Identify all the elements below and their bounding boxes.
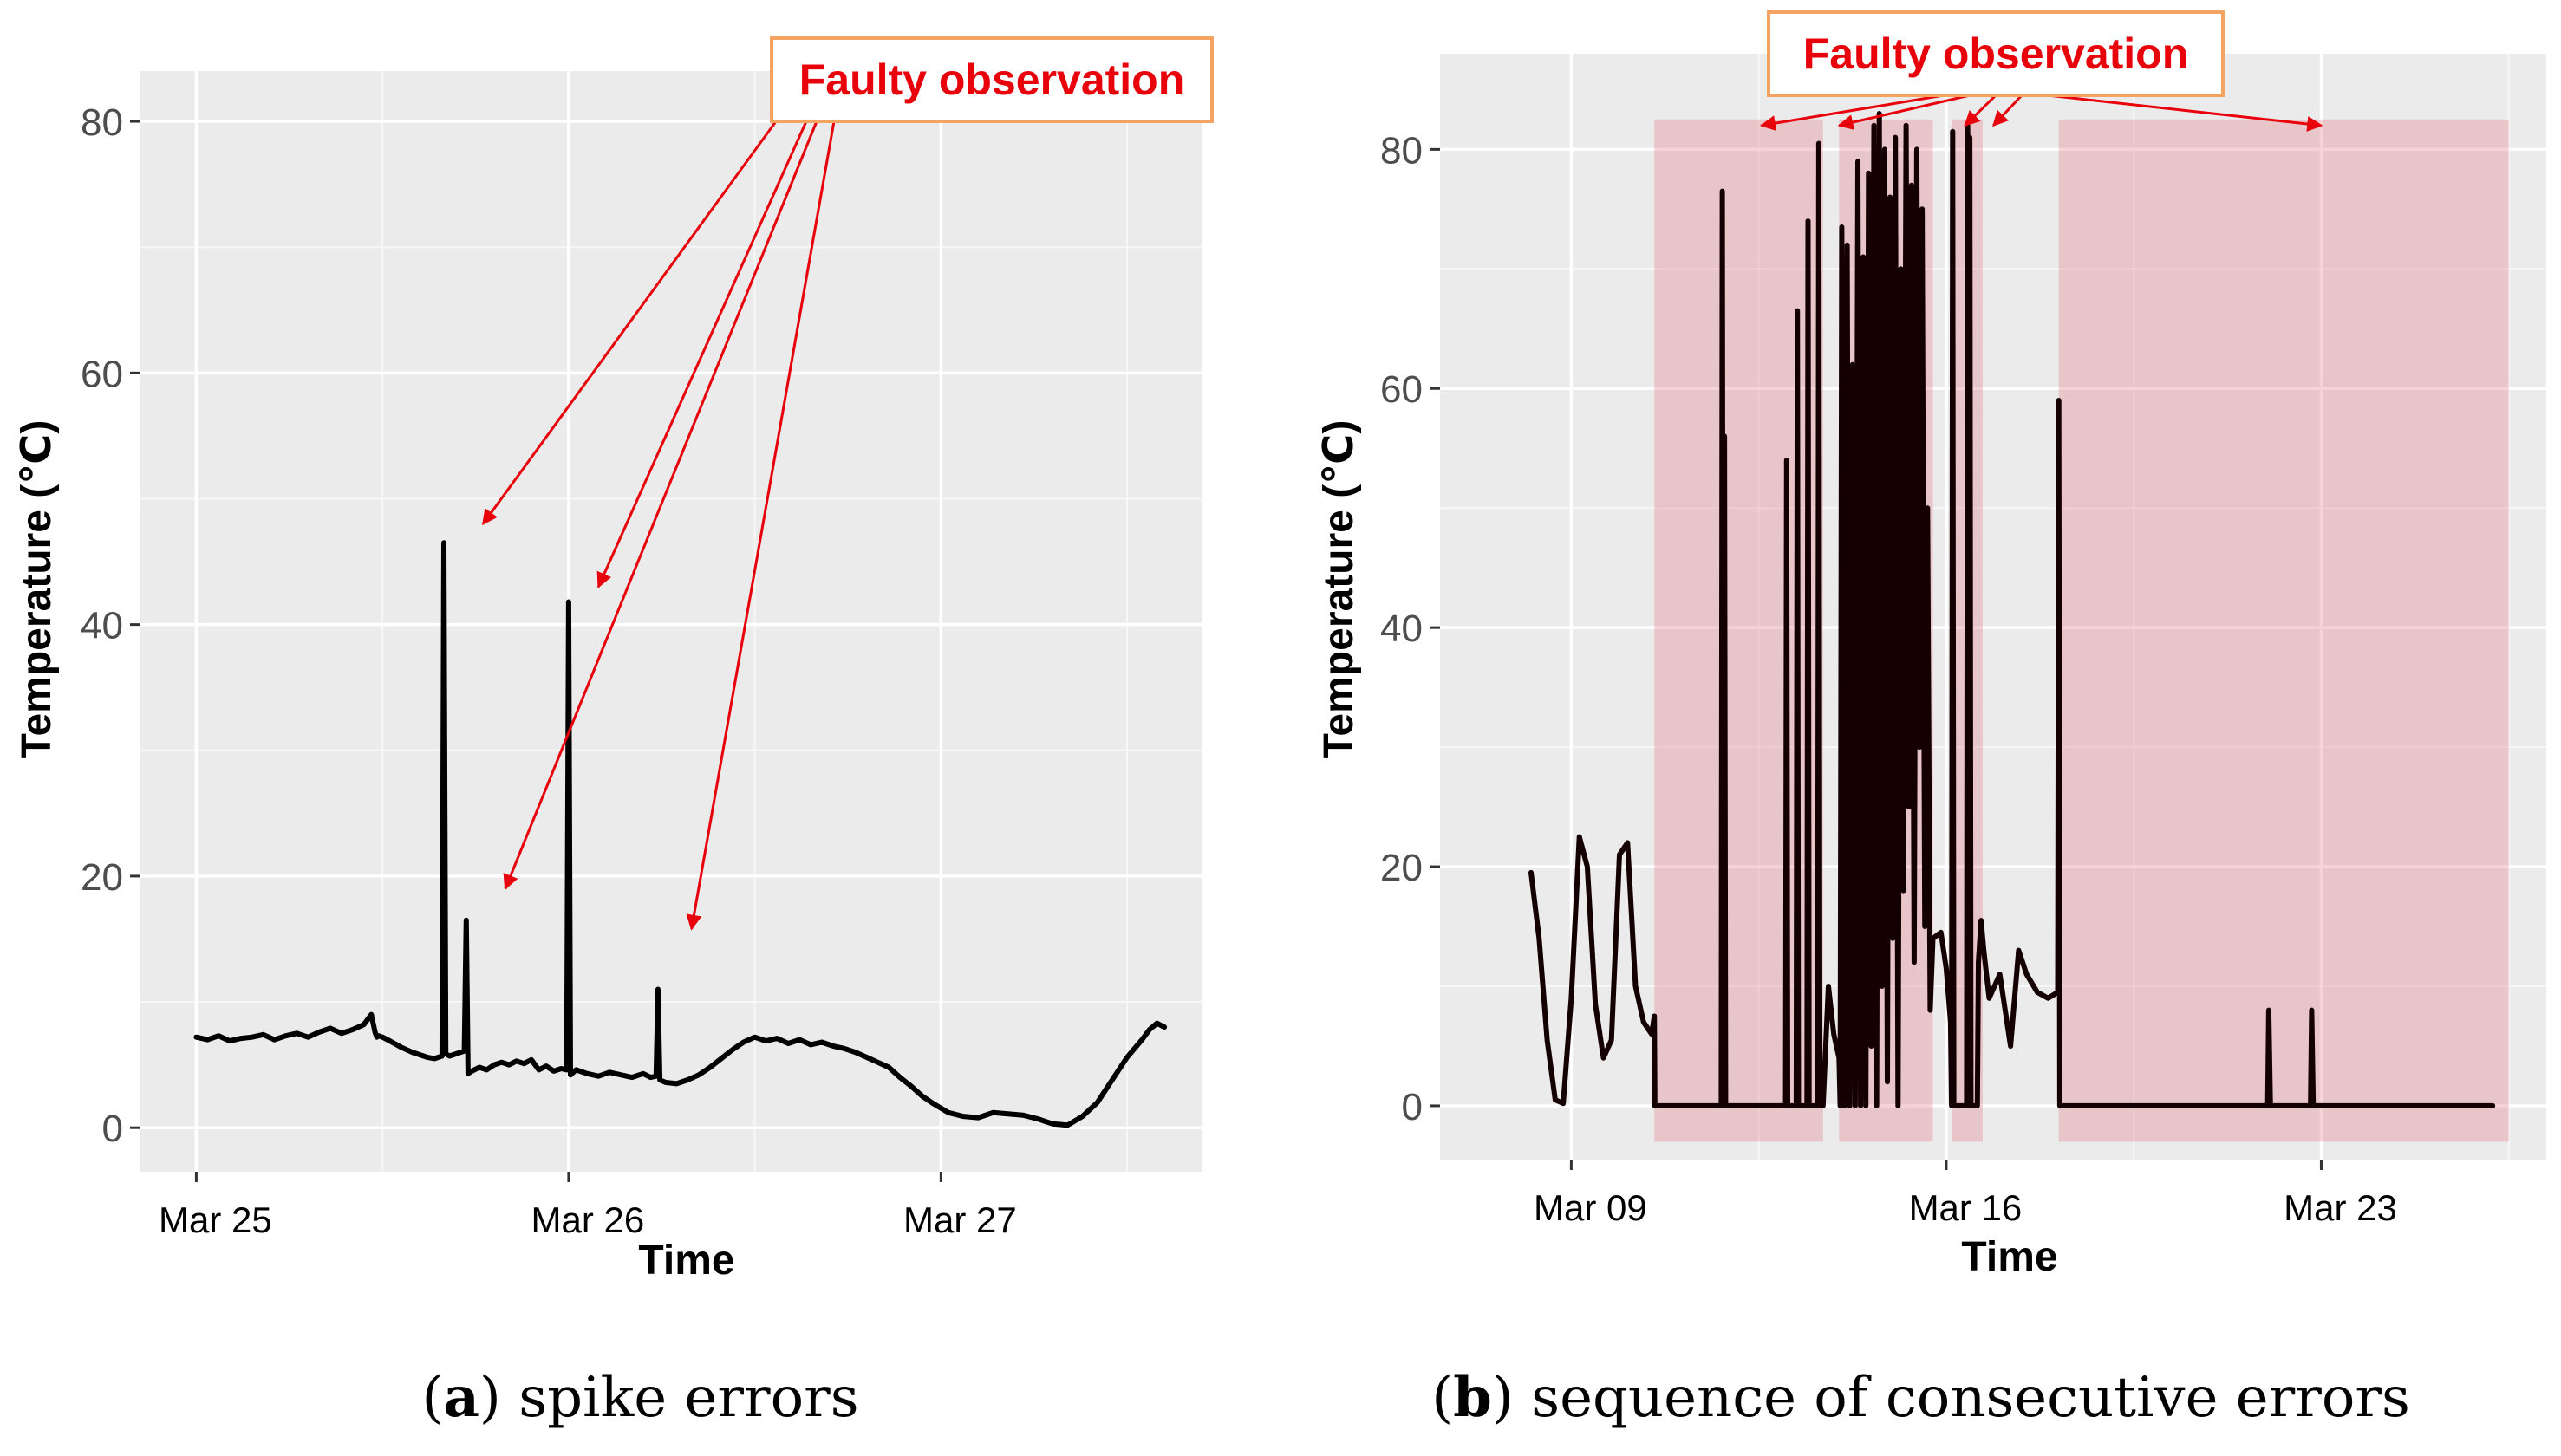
x-tick-label: Mar 16 — [1909, 1187, 2023, 1228]
x-tick-label: Mar 26 — [531, 1199, 645, 1240]
y-tick-label: 40 — [1380, 608, 1423, 650]
annotation-arrow — [503, 120, 818, 891]
y-tick-label: 80 — [1380, 129, 1423, 172]
x-tick-label: Mar 27 — [903, 1199, 1017, 1240]
annotation-arrow — [1837, 94, 1971, 130]
y-tick-label: 60 — [81, 353, 123, 395]
annotation-text: Faulty observation — [799, 55, 1185, 104]
y-tick-label: 0 — [1402, 1086, 1423, 1128]
x-tick-label: Mar 25 — [159, 1199, 272, 1240]
x-axis-title: Time — [638, 1238, 734, 1284]
series-line-temperature — [193, 540, 1168, 1128]
annotation-arrow — [686, 120, 836, 931]
plot-panel — [1440, 54, 2546, 1160]
caption-a-text: spike errors — [518, 1366, 859, 1430]
annotation-box — [770, 36, 1214, 123]
x-tick-label: Mar 23 — [2284, 1187, 2397, 1228]
y-tick-label: 40 — [81, 605, 123, 647]
annotation-arrow — [1964, 94, 1997, 127]
shaded-error-region — [2058, 119, 2509, 1142]
y-tick-label: 80 — [81, 101, 123, 144]
caption-b-label: b — [1453, 1365, 1492, 1430]
caption-b-text: sequence of consecutive errors — [1531, 1366, 2410, 1430]
caption-a-label: a — [443, 1365, 479, 1430]
caption-b: (b) sequence of consecutive errors — [1431, 1365, 2410, 1430]
annotation-arrow — [596, 120, 808, 588]
plot-panel — [140, 71, 1202, 1172]
x-tick-label: Mar 09 — [1534, 1187, 1647, 1228]
y-axis-title: Temperature (℃) — [1316, 420, 1362, 759]
annotation-box — [1767, 10, 2225, 97]
annotation-arrow — [481, 117, 780, 525]
y-axis-title: Temperature (℃) — [14, 420, 60, 759]
y-tick-label: 60 — [1380, 368, 1423, 411]
y-tick-label: 20 — [1380, 847, 1423, 889]
annotation-arrow — [2047, 94, 2323, 132]
annotation-arrow — [1992, 94, 2023, 127]
annotation-arrow — [1759, 94, 1945, 132]
y-tick-label: 0 — [102, 1108, 123, 1150]
annotation-text: Faulty observation — [1803, 29, 2189, 78]
y-tick-label: 20 — [81, 856, 123, 899]
series-line-temperature — [1528, 111, 2496, 1108]
x-axis-title: Time — [1961, 1234, 2057, 1280]
caption-a: (a) spike errors — [421, 1365, 859, 1430]
